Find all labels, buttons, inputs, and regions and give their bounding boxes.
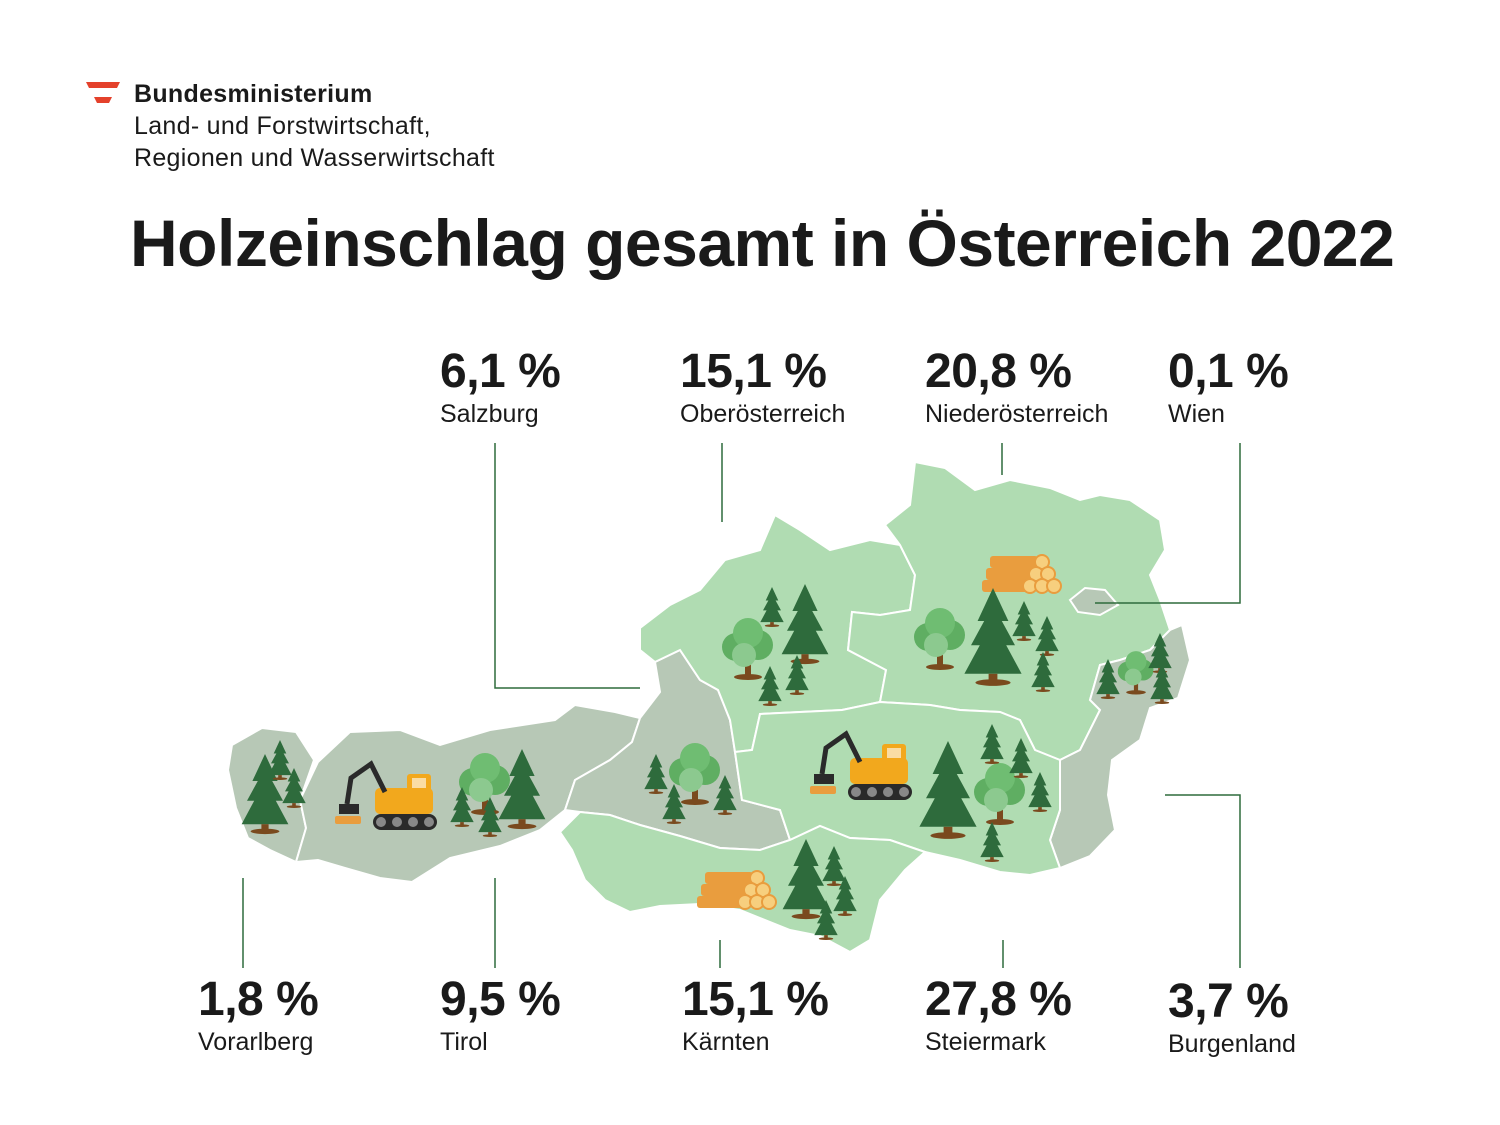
burgenland-percent: 3,7 % xyxy=(1168,975,1289,1028)
austria-flag-logo-icon xyxy=(86,82,120,103)
ministry-line-3: Regionen und Wasserwirtschaft xyxy=(134,144,495,172)
region-wien xyxy=(1068,586,1120,617)
salzburg-name: Salzburg xyxy=(440,400,539,428)
niederoesterreich-percent: 20,8 % xyxy=(925,345,1072,398)
leader-line-wien xyxy=(1095,443,1241,604)
kaernten-percent: 15,1 % xyxy=(682,973,829,1026)
label-tirol: 9,5 % Tirol xyxy=(440,973,561,1057)
ministry-name: Bundesministerium Land- und Forstwirtsch… xyxy=(134,78,654,174)
wien-percent: 0,1 % xyxy=(1168,345,1289,398)
steiermark-name: Steiermark xyxy=(925,1028,1046,1056)
label-vorarlberg: 1,8 % Vorarlberg xyxy=(198,973,319,1057)
label-wien: 0,1 % Wien xyxy=(1168,345,1289,429)
oberoesterreich-percent: 15,1 % xyxy=(680,345,827,398)
ministry-line-1: Bundesministerium xyxy=(134,80,373,108)
ministry-line-2: Land- und Forstwirtschaft, xyxy=(134,112,431,140)
steiermark-percent: 27,8 % xyxy=(925,973,1072,1026)
page-title: Holzeinschlag gesamt in Österreich 2022 xyxy=(130,206,1395,280)
wien-name: Wien xyxy=(1168,400,1225,428)
salzburg-percent: 6,1 % xyxy=(440,345,561,398)
kaernten-name: Kärnten xyxy=(682,1028,770,1056)
tirol-percent: 9,5 % xyxy=(440,973,561,1026)
label-burgenland: 3,7 % Burgenland xyxy=(1168,975,1296,1059)
label-oberoesterreich: 15,1 % Oberösterreich xyxy=(680,345,845,429)
burgenland-name: Burgenland xyxy=(1168,1030,1296,1058)
oberoesterreich-name: Oberösterreich xyxy=(680,400,846,428)
logs-kaernten-icon xyxy=(696,870,777,910)
vorarlberg-name: Vorarlberg xyxy=(198,1028,314,1056)
niederoesterreich-name: Niederösterreich xyxy=(925,400,1109,428)
leader-line-burgenland xyxy=(1165,794,1241,968)
label-salzburg: 6,1 % Salzburg xyxy=(440,345,561,429)
label-steiermark: 27,8 % Steiermark xyxy=(925,973,1072,1057)
label-kaernten: 15,1 % Kärnten xyxy=(682,973,829,1057)
vorarlberg-percent: 1,8 % xyxy=(198,973,319,1026)
logs-niederoesterreich-icon xyxy=(981,554,1062,594)
leader-line-salzburg xyxy=(494,443,640,689)
tirol-name: Tirol xyxy=(440,1028,488,1056)
label-niederoesterreich: 20,8 % Niederösterreich xyxy=(925,345,1108,429)
leader-lines xyxy=(242,443,1241,968)
